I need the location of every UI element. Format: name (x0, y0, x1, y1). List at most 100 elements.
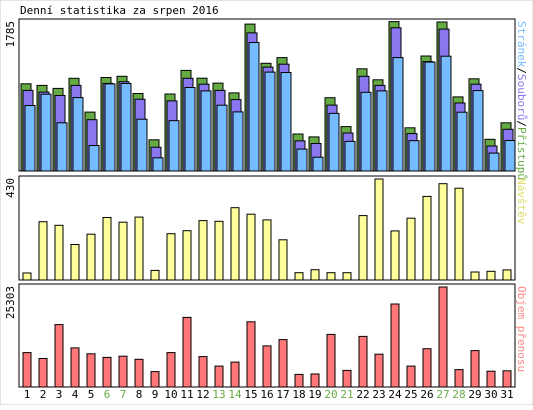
bar-traffic-objem-přenosu-day-28 (454, 369, 464, 388)
bar-traffic-objem-přenosu-day-18 (294, 373, 304, 388)
x-tick-label-3: 3 (56, 388, 63, 401)
bar-visits-návštěv-day-16 (262, 219, 272, 281)
bar-visits-návštěv-day-30 (486, 270, 496, 281)
legend-item: / (515, 120, 528, 127)
x-tick-label-24: 24 (388, 388, 402, 401)
bar-visits-návštěv-day-29 (470, 271, 480, 281)
bar-traffic-objem-přenosu-day-16 (262, 345, 272, 388)
bar-traffic-objem-přenosu-day-17 (278, 339, 288, 388)
bar-activity-stránek-day-6 (104, 83, 116, 172)
bar-traffic-objem-přenosu-day-10 (166, 352, 176, 388)
x-tick-label-1: 1 (24, 388, 31, 401)
x-tick-label-12: 12 (196, 388, 209, 401)
bar-activity-stránek-day-1 (24, 105, 36, 172)
bar-visits-návštěv-day-7 (118, 221, 128, 281)
x-tick-label-29: 29 (468, 388, 481, 401)
bar-activity-stránek-day-17 (280, 72, 292, 172)
x-tick-label-22: 22 (356, 388, 369, 401)
x-tick-label-20: 20 (324, 388, 337, 401)
bar-traffic-objem-přenosu-day-11 (182, 316, 192, 388)
x-tick-label-4: 4 (72, 388, 79, 401)
bar-visits-návštěv-day-21 (342, 272, 352, 281)
bar-traffic-objem-přenosu-day-6 (102, 356, 112, 388)
x-tick-label-11: 11 (180, 388, 193, 401)
x-tick-label-31: 31 (500, 388, 513, 401)
x-tick-label-28: 28 (452, 388, 465, 401)
bar-activity-stránek-day-30 (488, 152, 500, 172)
bar-traffic-objem-přenosu-day-8 (134, 358, 144, 388)
bar-visits-návštěv-day-18 (294, 272, 304, 281)
bar-traffic-objem-přenosu-day-14 (230, 361, 240, 388)
bar-traffic-objem-přenosu-day-26 (422, 348, 432, 388)
bar-traffic-objem-přenosu-day-22 (358, 335, 368, 388)
bar-visits-návštěv-day-26 (422, 195, 432, 281)
bar-activity-stránek-day-7 (120, 83, 132, 172)
legend-item: Objem přenosu (515, 286, 528, 372)
bar-visits-návštěv-day-31 (502, 269, 512, 281)
bar-traffic-objem-přenosu-day-25 (406, 365, 416, 388)
bar-activity-stránek-day-10 (168, 120, 180, 172)
x-tick-label-2: 2 (40, 388, 47, 401)
x-tick-label-21: 21 (340, 388, 353, 401)
bar-activity-stránek-day-25 (408, 140, 420, 172)
y-max-label-visits: 430 (4, 178, 17, 198)
bar-visits-návštěv-day-10 (166, 233, 176, 281)
bar-activity-stránek-day-9 (152, 157, 164, 172)
x-tick-label-13: 13 (212, 388, 225, 401)
bar-traffic-objem-přenosu-day-7 (118, 355, 128, 388)
bar-visits-návštěv-day-11 (182, 230, 192, 281)
x-tick-label-15: 15 (244, 388, 257, 401)
bar-activity-stránek-day-8 (136, 118, 148, 172)
bar-activity-stránek-day-31 (504, 140, 516, 172)
bar-visits-návštěv-day-4 (70, 244, 80, 281)
x-tick-label-7: 7 (120, 388, 127, 401)
bar-traffic-objem-přenosu-day-21 (342, 369, 352, 388)
x-tick-label-6: 6 (104, 388, 111, 401)
legend-item: Stránek (515, 21, 528, 68)
bar-visits-návštěv-day-23 (374, 178, 384, 281)
bar-traffic-objem-přenosu-day-9 (150, 371, 160, 388)
bar-visits-návštěv-day-27 (438, 183, 448, 281)
bar-activity-stránek-day-28 (456, 111, 468, 172)
x-tick-label-10: 10 (164, 388, 177, 401)
bar-activity-stránek-day-23 (376, 90, 388, 172)
bar-traffic-objem-přenosu-day-3 (54, 324, 64, 388)
legend-item: / (515, 67, 528, 74)
panel-activity: 1785 Stránek/Souborů/Přístupů (4, 18, 528, 180)
y-max-label-activity: 1785 (4, 21, 17, 48)
y-max-label-traffic: 25303 (4, 286, 17, 319)
bar-activity-stránek-day-2 (40, 93, 52, 172)
bar-visits-návštěv-day-6 (102, 217, 112, 281)
bar-activity-stránek-day-20 (328, 112, 340, 172)
bar-visits-návštěv-day-17 (278, 239, 288, 281)
bar-activity-stránek-day-14 (232, 111, 244, 172)
bar-visits-návštěv-day-1 (22, 272, 32, 281)
x-tick-label-18: 18 (292, 388, 305, 401)
bar-activity-stránek-day-3 (56, 122, 68, 172)
bar-traffic-objem-přenosu-day-24 (390, 303, 400, 388)
bar-activity-stránek-day-21 (344, 140, 356, 172)
bar-visits-návštěv-day-5 (86, 233, 96, 281)
bar-visits-návštěv-day-22 (358, 215, 368, 281)
x-tick-label-26: 26 (420, 388, 433, 401)
legend-item: Souborů (515, 74, 528, 120)
bar-activity-stránek-day-5 (88, 145, 100, 172)
bar-visits-návštěv-day-24 (390, 230, 400, 281)
bar-visits-návštěv-day-12 (198, 220, 208, 281)
bar-activity-stránek-day-11 (184, 87, 196, 172)
bar-activity-stránek-day-19 (312, 156, 324, 172)
bar-traffic-objem-přenosu-day-30 (486, 370, 496, 388)
x-tick-label-19: 19 (308, 388, 321, 401)
bar-traffic-objem-přenosu-day-19 (310, 373, 320, 388)
legend-item: Návštěv (515, 178, 528, 225)
bar-visits-návštěv-day-28 (454, 187, 464, 281)
bar-activity-stránek-day-22 (360, 91, 372, 172)
legend-traffic: Objem přenosu (515, 286, 528, 372)
bar-traffic-objem-přenosu-day-27 (438, 286, 448, 388)
x-tick-label-5: 5 (88, 388, 95, 401)
bar-visits-návštěv-day-20 (326, 272, 336, 281)
bar-traffic-objem-přenosu-day-23 (374, 353, 384, 388)
x-tick-label-16: 16 (260, 388, 273, 401)
